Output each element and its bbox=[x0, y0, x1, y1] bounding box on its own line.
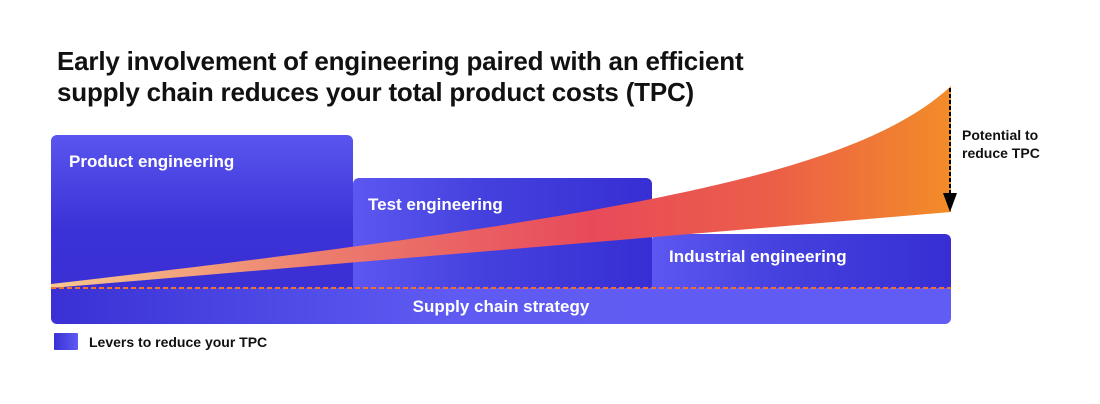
lever-label: Industrial engineering bbox=[669, 247, 847, 266]
down-arrow-icon bbox=[943, 88, 957, 212]
potential-annotation: Potential to reduce TPC bbox=[962, 126, 1040, 162]
lever-label: Test engineering bbox=[368, 195, 503, 214]
title-line-1: Early involvement of engineering paired … bbox=[57, 46, 744, 76]
diagram-title: Early involvement of engineering paired … bbox=[57, 46, 744, 108]
legend-label: Levers to reduce your TPC bbox=[89, 333, 268, 350]
tpc-cost-wedge bbox=[51, 86, 951, 288]
title-line-2: supply chain reduces your total product … bbox=[57, 77, 695, 107]
legend: Levers to reduce your TPC bbox=[54, 333, 267, 350]
annotation-line-1: Potential to bbox=[962, 127, 1039, 143]
lever-supply-chain-strategy: Supply chain strategy bbox=[51, 288, 951, 324]
lever-industrial-engineering: Industrial engineering bbox=[652, 234, 951, 295]
lever-label: Supply chain strategy bbox=[412, 297, 590, 316]
legend-swatch bbox=[54, 333, 78, 350]
lever-label: Product engineering bbox=[69, 152, 235, 171]
annotation-line-2: reduce TPC bbox=[962, 145, 1040, 161]
